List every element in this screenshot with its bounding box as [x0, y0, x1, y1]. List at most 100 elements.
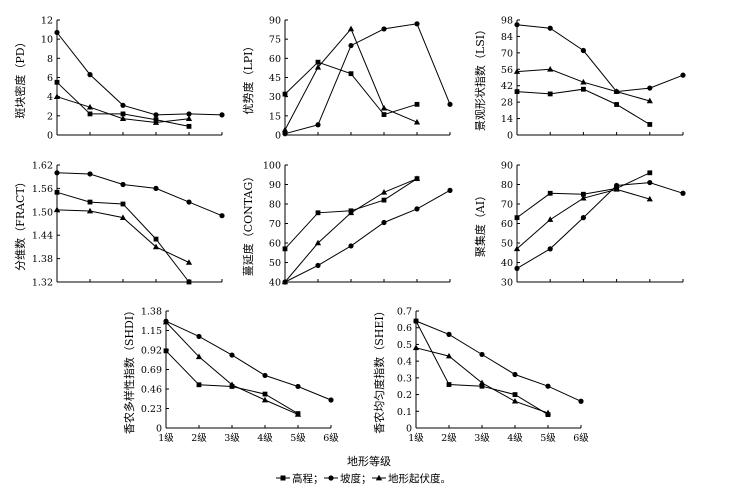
data-point — [447, 187, 453, 193]
data-point — [381, 112, 387, 117]
series-line — [415, 320, 549, 416]
series-line — [284, 189, 451, 283]
y-tick-label: 0.92 — [141, 346, 162, 357]
x-tick-label: 3级 — [474, 432, 490, 444]
y-tick-label: 60 — [269, 54, 281, 65]
data-point — [547, 190, 553, 196]
data-point — [153, 185, 159, 191]
data-point — [446, 382, 452, 387]
data-point — [547, 25, 553, 31]
series-circle — [282, 187, 453, 285]
series-triangle — [513, 65, 653, 104]
x-axis-title: 地形等级 — [347, 454, 391, 468]
data-point — [380, 189, 388, 195]
data-point — [381, 26, 387, 32]
y-tick-label: 4 — [47, 92, 53, 103]
data-point — [647, 85, 653, 91]
data-point — [547, 91, 553, 97]
x-tick-label: 3级 — [224, 432, 240, 444]
x-tick-label: 2级 — [191, 432, 207, 444]
data-point — [196, 333, 202, 340]
data-point — [613, 186, 620, 192]
y-tick-label: 0.2 — [397, 390, 412, 401]
data-point — [186, 123, 192, 129]
chart-contag: 40 50 60 70 80 90 100 蔓延度（CONTAG） — [241, 161, 453, 289]
data-point — [578, 398, 584, 404]
y-tick-label: 0.46 — [141, 385, 162, 396]
data-point — [87, 111, 93, 117]
y-tick-label: 45 — [269, 73, 281, 84]
data-point — [119, 115, 127, 122]
data-point — [413, 175, 421, 181]
y-tick-label: 70 — [501, 200, 513, 211]
data-point — [547, 246, 553, 252]
series-line — [415, 320, 582, 402]
data-point — [315, 122, 321, 128]
series-circle — [282, 21, 453, 137]
data-point — [185, 259, 193, 265]
data-point — [381, 197, 387, 203]
y-tick-label: 30 — [501, 278, 513, 289]
y-tick-label: 1.38 — [141, 307, 162, 318]
data-point — [54, 170, 60, 176]
data-point — [512, 371, 518, 378]
y-tick-label: 0 — [275, 131, 281, 142]
series-line — [516, 88, 651, 125]
series-line — [516, 182, 684, 269]
y-tick-label: 70 — [269, 219, 281, 230]
data-point — [294, 411, 302, 417]
y-tick-label: 75 — [269, 35, 281, 46]
y-tick-label: 2 — [47, 111, 53, 122]
data-point — [120, 111, 126, 117]
data-point — [219, 112, 225, 118]
y-tick-label: 84 — [501, 32, 513, 43]
y-tick-label: 1.44 — [32, 231, 53, 242]
data-point — [315, 262, 321, 269]
y-tick-label: 70 — [501, 48, 513, 59]
y-tick-label: 40 — [269, 278, 281, 289]
x-tick-label: 6级 — [573, 432, 589, 444]
series-triangle — [162, 318, 302, 417]
data-point — [186, 111, 192, 117]
x-tick-label: 1级 — [158, 432, 174, 444]
series-triangle — [513, 186, 653, 252]
y-tick-label: 56 — [501, 65, 513, 76]
y-tick-label: 1.62 — [32, 161, 53, 172]
data-point — [580, 194, 587, 201]
series-line — [516, 24, 684, 93]
data-point — [219, 213, 225, 219]
data-point — [53, 206, 61, 213]
data-point — [614, 102, 619, 107]
x-tick-label: 1级 — [408, 432, 424, 444]
y-axis-label: 优势度（LPI） — [241, 40, 255, 114]
data-point — [581, 191, 586, 197]
series-triangle — [281, 175, 421, 285]
series-square — [514, 86, 653, 127]
y-axis-label: 景观形状指数（LSI） — [473, 24, 487, 131]
y-tick-label: 0.6 — [397, 323, 412, 334]
chart-shdi: 0 0.23 0.46 0.69 0.92 1.15 1.38 1级 2级 3级 4级 5级 6级 香农多… — [122, 305, 339, 444]
y-tick-label: 60 — [269, 239, 281, 250]
series-line — [165, 321, 299, 415]
data-point — [581, 86, 586, 92]
y-tick-label: 50 — [501, 239, 513, 250]
data-point — [152, 243, 160, 250]
y-tick-label: 50 — [269, 258, 281, 269]
y-tick-label: 0.3 — [397, 373, 412, 384]
y-tick-label: 80 — [269, 200, 281, 211]
y-tick-label: 1.56 — [32, 184, 53, 195]
data-point — [295, 383, 301, 390]
y-tick-label: 60 — [501, 219, 513, 230]
y-tick-label: 42 — [501, 81, 513, 92]
data-point — [547, 216, 554, 222]
legend: 高程； 坡度； 地形起伏度。 — [276, 472, 451, 485]
data-point — [646, 195, 653, 202]
legend-marker-elevation — [280, 475, 286, 481]
data-point — [413, 318, 419, 324]
data-point — [447, 101, 453, 107]
y-tick-label: 0.69 — [141, 365, 162, 376]
data-point — [153, 112, 159, 118]
y-tick-label: 30 — [269, 92, 281, 103]
series-circle — [54, 170, 225, 219]
data-point — [328, 397, 334, 403]
